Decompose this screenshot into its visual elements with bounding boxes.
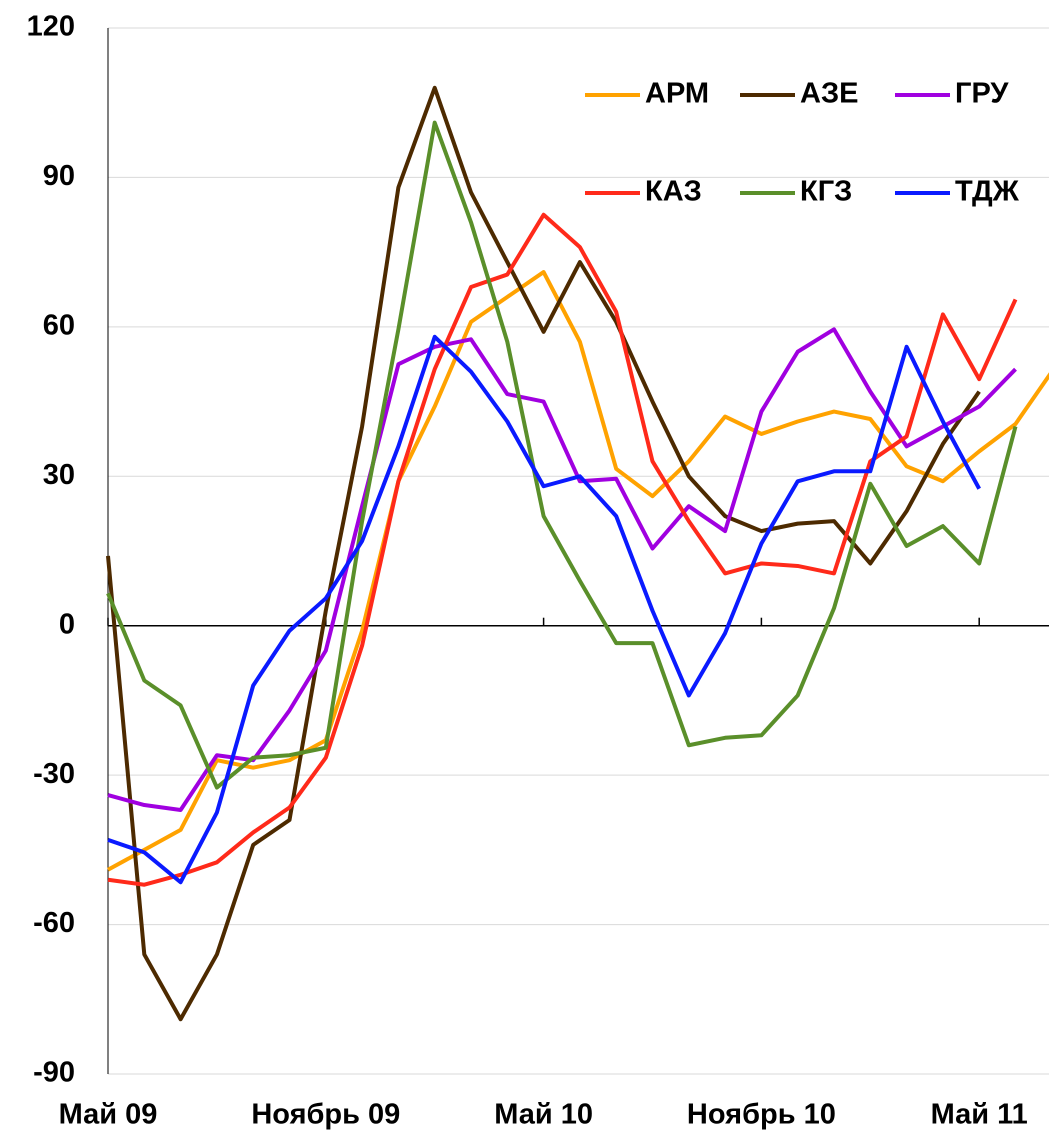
series-line <box>106 120 1018 790</box>
legend-label: КГЗ <box>800 176 852 208</box>
y-tick-label: 120 <box>27 11 75 43</box>
legend-label: ТДЖ <box>955 176 1020 208</box>
y-tick-label: 0 <box>59 608 75 640</box>
series-line <box>107 334 981 885</box>
legend-label: КАЗ <box>645 176 702 208</box>
x-tick-label: Ноябрь 10 <box>687 1099 836 1131</box>
series-line <box>107 327 1017 813</box>
x-tick-label: Май 10 <box>494 1099 593 1131</box>
x-tick-label: Ноябрь 09 <box>251 1099 400 1131</box>
y-tick-label: -30 <box>33 758 75 790</box>
y-tick-label: 90 <box>43 160 75 192</box>
series-line <box>107 270 1049 872</box>
y-tick-label: -60 <box>33 907 75 939</box>
legend-label: АРМ <box>645 78 709 110</box>
series-line <box>106 85 981 1022</box>
y-tick-label: 30 <box>43 459 75 491</box>
y-tick-label: -90 <box>33 1057 75 1089</box>
y-tick-label: 60 <box>43 310 75 342</box>
x-tick-label: Май 11 <box>931 1099 1028 1131</box>
legend-label: ГРУ <box>955 78 1009 110</box>
legend-label: АЗЕ <box>800 78 858 110</box>
x-tick-label: Май 09 <box>59 1099 158 1131</box>
series-line <box>107 212 1018 887</box>
